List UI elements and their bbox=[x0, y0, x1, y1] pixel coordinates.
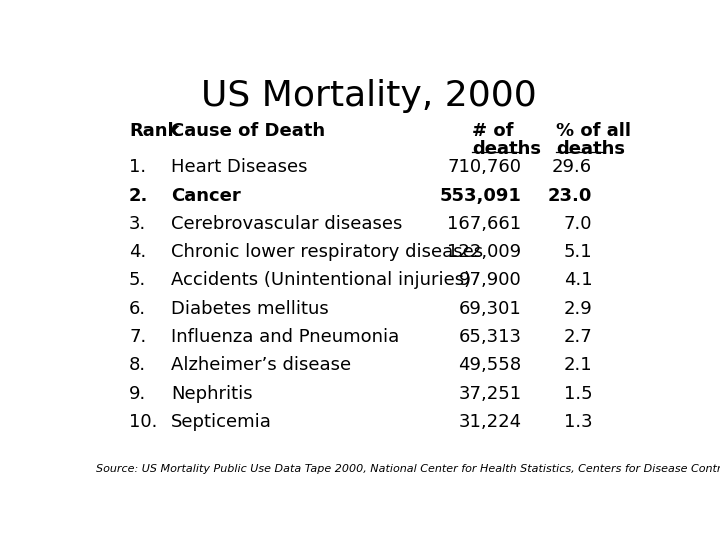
Text: % of all: % of all bbox=[556, 122, 631, 140]
Text: 710,760: 710,760 bbox=[447, 158, 521, 177]
Text: 49,558: 49,558 bbox=[458, 356, 521, 374]
Text: 3.: 3. bbox=[129, 215, 146, 233]
Text: 5.: 5. bbox=[129, 272, 146, 289]
Text: 2.9: 2.9 bbox=[564, 300, 592, 318]
Text: 7.: 7. bbox=[129, 328, 146, 346]
Text: 37,251: 37,251 bbox=[458, 384, 521, 402]
Text: 7.0: 7.0 bbox=[564, 215, 592, 233]
Text: Accidents (Unintentional injuries): Accidents (Unintentional injuries) bbox=[171, 272, 471, 289]
Text: 29.6: 29.6 bbox=[552, 158, 592, 177]
Text: Alzheimer’s disease: Alzheimer’s disease bbox=[171, 356, 351, 374]
Text: Rank: Rank bbox=[129, 122, 179, 140]
Text: 122,009: 122,009 bbox=[447, 243, 521, 261]
Text: 1.3: 1.3 bbox=[564, 413, 592, 431]
Text: 553,091: 553,091 bbox=[439, 187, 521, 205]
Text: 2.1: 2.1 bbox=[564, 356, 592, 374]
Text: deaths: deaths bbox=[472, 140, 541, 158]
Text: 2.: 2. bbox=[129, 187, 148, 205]
Text: Chronic lower respiratory diseases: Chronic lower respiratory diseases bbox=[171, 243, 483, 261]
Text: 65,313: 65,313 bbox=[459, 328, 521, 346]
Text: deaths: deaths bbox=[556, 140, 625, 158]
Text: Septicemia: Septicemia bbox=[171, 413, 271, 431]
Text: Influenza and Pneumonia: Influenza and Pneumonia bbox=[171, 328, 399, 346]
Text: 23.0: 23.0 bbox=[548, 187, 592, 205]
Text: Diabetes mellitus: Diabetes mellitus bbox=[171, 300, 328, 318]
Text: 167,661: 167,661 bbox=[447, 215, 521, 233]
Text: 1.: 1. bbox=[129, 158, 146, 177]
Text: 8.: 8. bbox=[129, 356, 146, 374]
Text: 4.: 4. bbox=[129, 243, 146, 261]
Text: 6.: 6. bbox=[129, 300, 146, 318]
Text: 69,301: 69,301 bbox=[459, 300, 521, 318]
Text: Heart Diseases: Heart Diseases bbox=[171, 158, 307, 177]
Text: 9.: 9. bbox=[129, 384, 146, 402]
Text: Cause of Death: Cause of Death bbox=[171, 122, 325, 140]
Text: 1.5: 1.5 bbox=[564, 384, 592, 402]
Text: Cerebrovascular diseases: Cerebrovascular diseases bbox=[171, 215, 402, 233]
Text: 97,900: 97,900 bbox=[459, 272, 521, 289]
Text: 4.1: 4.1 bbox=[564, 272, 592, 289]
Text: Source: US Mortality Public Use Data Tape 2000, National Center for Health Stati: Source: US Mortality Public Use Data Tap… bbox=[96, 464, 720, 474]
Text: 2.7: 2.7 bbox=[564, 328, 592, 346]
Text: # of: # of bbox=[472, 122, 514, 140]
Text: 5.1: 5.1 bbox=[564, 243, 592, 261]
Text: 10.: 10. bbox=[129, 413, 158, 431]
Text: Nephritis: Nephritis bbox=[171, 384, 253, 402]
Text: 31,224: 31,224 bbox=[458, 413, 521, 431]
Text: US Mortality, 2000: US Mortality, 2000 bbox=[201, 79, 537, 113]
Text: Cancer: Cancer bbox=[171, 187, 240, 205]
